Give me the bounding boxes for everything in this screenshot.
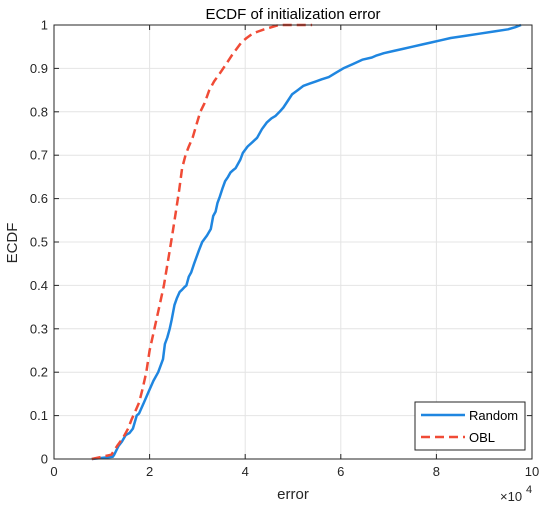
series-lines <box>91 23 522 461</box>
y-tick-label: 0.1 <box>30 408 48 423</box>
x-tick-label: 6 <box>337 464 344 479</box>
x-tick-label: 4 <box>242 464 249 479</box>
chart-title: ECDF of initialization error <box>205 6 380 23</box>
y-tick-label: 0.8 <box>30 104 48 119</box>
x-multiplier-base: ×10 <box>500 489 522 504</box>
x-axis-multiplier: ×10 4 <box>500 484 532 504</box>
y-tick-label: 0.3 <box>30 321 48 336</box>
y-tick-label: 0.2 <box>30 365 48 380</box>
y-tick-label: 0.7 <box>30 148 48 163</box>
y-tick-label: 0.4 <box>30 278 48 293</box>
legend: Random OBL <box>414 401 526 451</box>
x-axis-label: error <box>277 486 309 503</box>
x-tick-label: 8 <box>433 464 440 479</box>
legend-label-obl: OBL <box>469 430 495 445</box>
y-tick-label: 0 <box>41 452 48 467</box>
y-axis-label: ECDF <box>4 223 21 264</box>
y-axis-ticks: 0 0.1 0.2 0.3 0.4 0.5 0.6 0.7 0.8 0.9 1 <box>30 18 532 467</box>
series-line-random <box>91 23 522 461</box>
x-multiplier-exponent: 4 <box>526 484 532 496</box>
x-tick-label: 2 <box>146 464 153 479</box>
x-tick-label: 0 <box>50 464 57 479</box>
y-tick-label: 0.5 <box>30 235 48 250</box>
legend-box <box>414 401 526 451</box>
y-tick-label: 0.6 <box>30 191 48 206</box>
x-axis-ticks: 0 2 4 6 8 10 <box>50 25 539 479</box>
x-tick-label: 10 <box>525 464 539 479</box>
grid <box>54 25 532 459</box>
y-tick-label: 1 <box>41 18 48 33</box>
legend-label-random: Random <box>469 408 518 423</box>
y-tick-label: 0.9 <box>30 61 48 76</box>
